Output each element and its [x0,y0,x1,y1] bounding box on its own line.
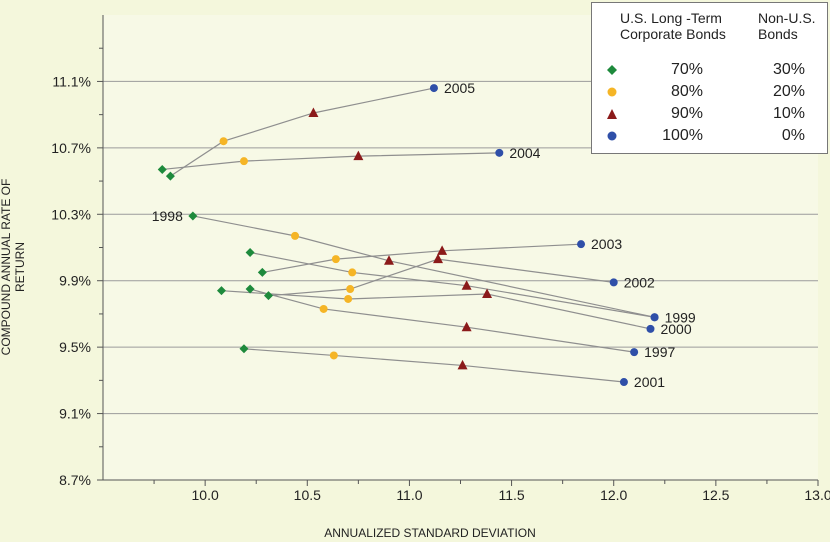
x-tick-label: 10.0 [192,487,219,503]
legend-value-non-us: 10% [772,105,805,122]
data-point-circle [329,351,338,360]
data-point-diamond [188,211,198,221]
blue-circle-icon [607,131,617,141]
data-point-circle [646,324,655,333]
y-axis-title: COMPOUND ANNUAL RATE OF RETURN [0,178,27,356]
data-point-diamond [257,267,267,277]
year-label: 2004 [509,145,540,161]
year-label: 2002 [624,274,655,290]
data-point-diamond [157,164,167,174]
legend-value-non-us: 20% [772,83,805,100]
legend-value-us: 70% [670,61,703,78]
series-line-1997 [249,288,635,353]
data-point-diamond [239,344,249,354]
data-point-circle [609,278,618,287]
y-tick-label: 9.9% [59,273,91,289]
data-points [157,84,659,387]
data-point-triangle [437,245,448,255]
data-point-diamond [245,247,255,257]
legend-value-non-us: 0% [781,127,805,144]
year-label: 2003 [591,236,622,252]
data-point-diamond [245,284,255,294]
data-point-circle [429,84,438,93]
year-label: 1999 [665,309,696,325]
legend-value-non-us: 30% [772,61,805,78]
data-point-triangle [457,359,468,370]
yellow-circle-icon [607,87,617,97]
data-point-circle [239,157,248,166]
data-point-circle [348,268,357,277]
x-axis-title: ANNUALIZED STANDARD DEVIATION [324,526,536,540]
data-point-circle [495,148,504,157]
data-point-triangle [353,150,364,161]
x-tick-label: 11.5 [498,487,524,503]
data-point-diamond [165,171,175,181]
legend-header-us-bonds: U.S. Long -Term Corporate Bonds [620,10,726,42]
data-point-circle [219,137,228,146]
series-lines [162,87,655,383]
series-line-1998 [192,215,655,318]
year-label: 1998 [152,208,183,224]
y-tick-label: 11.1% [52,73,91,89]
data-point-triangle [461,321,472,332]
year-label: 2000 [660,321,691,337]
data-point-diamond [216,286,226,296]
legend: U.S. Long -Term Corporate Bonds Non-U.S.… [591,2,828,154]
x-tick-label: 11.0 [396,487,422,503]
series-line-2005 [170,87,435,177]
data-point-circle [577,240,586,249]
data-point-circle [619,378,628,387]
data-point-circle [346,285,355,294]
y-tick-label: 9.1% [59,406,91,422]
year-label: 2001 [634,374,665,390]
legend-header-non-us-bonds: Non-U.S. Bonds [758,10,816,42]
data-point-triangle [482,288,493,298]
x-tick-label: 12.0 [600,487,627,503]
legend-value-us: 100% [662,127,703,144]
data-point-circle [291,231,300,240]
data-point-triangle [461,280,472,290]
series-line-2002 [268,258,614,297]
data-point-circle [650,313,659,322]
data-point-circle [630,348,639,357]
series-line-2003 [262,243,582,274]
legend-row-80-20: 80% 20% [592,82,827,102]
red-triangle-icon [607,109,617,119]
legend-row-100-0: 100% 0% [592,126,827,146]
series-line-1999 [249,251,655,318]
legend-row-70-30: 70% 30% [592,60,827,80]
data-point-triangle [308,107,319,117]
y-tick-label: 10.7% [51,140,91,156]
y-tick-label: 8.7% [59,472,91,488]
legend-value-us: 80% [670,83,703,100]
data-point-triangle [384,255,394,265]
data-point-triangle [433,253,444,264]
x-tick-label: 13.0 [804,487,830,503]
y-tick-label: 10.3% [51,206,91,222]
legend-value-us: 90% [670,105,703,122]
series-line-2004 [162,152,500,171]
year-label: 2005 [444,80,475,96]
data-point-circle [344,294,353,303]
y-tick-label: 9.5% [59,339,91,355]
data-point-circle [319,304,328,313]
year-label: 1997 [644,344,675,360]
legend-row-90-10: 90% 10% [592,104,827,124]
x-tick-label: 10.5 [294,487,321,503]
data-point-circle [331,255,340,264]
axes: 8.7% 9.1% 9.5% 9.9% 10.3% 10.7% 11.1% 10.0 10.5 1… [51,15,830,503]
data-point-diamond [263,291,273,301]
x-tick-label: 12.5 [702,487,729,503]
green-diamond-icon [607,65,617,75]
series-line-2000 [221,290,651,330]
series-line-2001 [243,348,624,383]
